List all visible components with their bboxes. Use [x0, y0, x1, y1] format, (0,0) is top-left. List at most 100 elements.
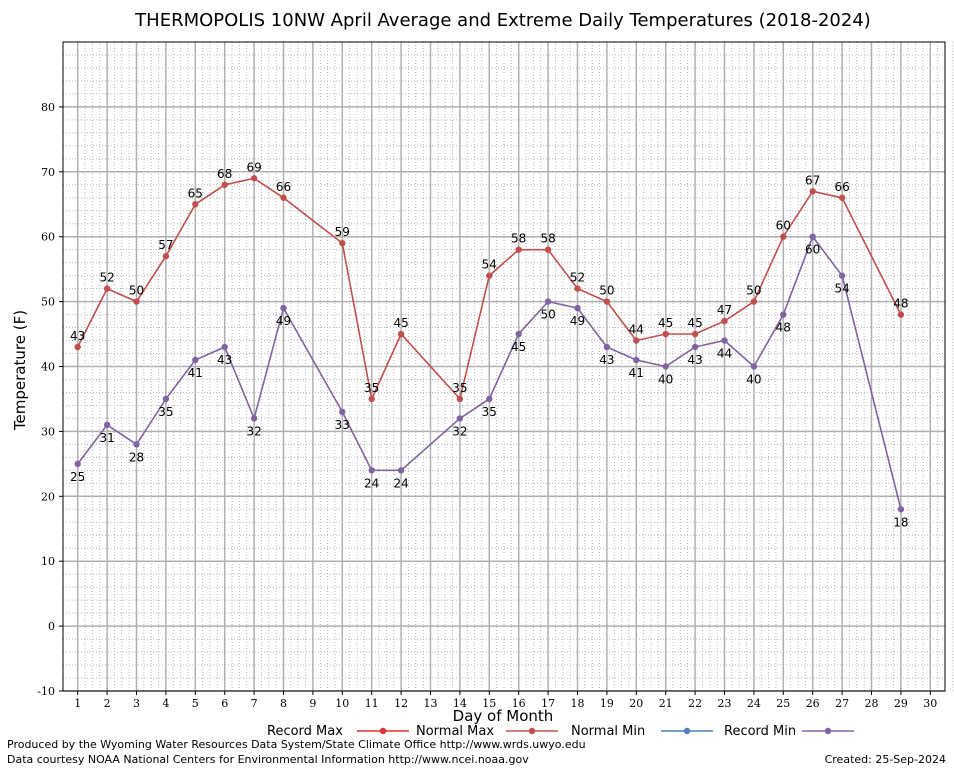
data-label-normal-max: 44	[629, 323, 644, 337]
x-tick-label: 25	[776, 697, 790, 710]
y-tick-label: 30	[41, 425, 55, 438]
data-point-normal-max	[250, 175, 258, 182]
data-label-normal-max: 57	[158, 238, 173, 252]
data-label-normal-max: 50	[129, 284, 144, 298]
x-tick-label: 11	[365, 697, 379, 710]
x-axis-label: Day of Month	[453, 707, 554, 725]
data-point-record-min	[162, 395, 170, 403]
data-point-normal-max	[339, 239, 346, 247]
data-point-normal-max	[397, 330, 405, 338]
data-point-normal-max	[368, 395, 375, 403]
data-label-normal-max: 52	[99, 271, 114, 285]
data-point-record-min	[809, 233, 816, 240]
data-label-normal-max: 66	[276, 180, 291, 194]
x-tick-label: 22	[688, 697, 702, 710]
data-point-normal-max	[221, 181, 228, 188]
data-label-record-min: 33	[335, 418, 350, 432]
data-point-record-min	[691, 343, 699, 351]
x-axis-ticks: 1 2 3 4 5 6 7 8 9 10 11 12 13 14 15 16 17 18 19 20 21 22 23 24 2…	[74, 691, 937, 710]
x-tick-label: 3	[133, 697, 140, 710]
data-point-normal-max	[133, 298, 140, 305]
data-point-record-min	[486, 395, 493, 403]
data-label-normal-max: 47	[717, 303, 732, 317]
major-grid	[63, 42, 945, 692]
data-point-record-min	[750, 363, 758, 370]
legend-label-record-max: Record Max	[267, 724, 343, 739]
x-tick-label: 9	[309, 697, 316, 710]
y-tick-label: 10	[41, 555, 55, 568]
data-point-normal-max	[809, 188, 816, 195]
data-point-normal-max	[633, 337, 640, 344]
data-point-record-min	[280, 304, 287, 312]
data-label-record-min: 49	[570, 314, 585, 328]
y-tick-label: -10	[37, 685, 55, 698]
data-point-record-min	[103, 421, 111, 429]
data-point-normal-max	[603, 298, 611, 305]
data-label-normal-max: 45	[687, 316, 702, 330]
x-tick-label: 23	[718, 697, 732, 710]
data-point-normal-max	[721, 317, 728, 325]
y-tick-label: 40	[41, 361, 55, 374]
data-label-normal-max: 60	[776, 219, 791, 233]
data-label-normal-max: 58	[540, 232, 555, 246]
data-label-record-min: 48	[776, 321, 791, 335]
data-label-normal-max: 67	[805, 173, 820, 187]
data-label-record-min: 28	[129, 450, 144, 464]
data-point-normal-max	[103, 285, 111, 292]
data-point-normal-max	[574, 285, 581, 292]
data-label-normal-max: 54	[482, 258, 497, 272]
data-label-record-min: 43	[687, 353, 702, 367]
y-tick-label: 0	[48, 620, 55, 633]
data-label-normal-max: 43	[70, 329, 85, 343]
x-tick-label: 16	[512, 697, 526, 710]
data-point-record-min	[74, 460, 81, 468]
data-point-normal-max	[691, 330, 699, 338]
data-point-normal-max	[838, 194, 846, 201]
data-label-record-min: 41	[188, 366, 203, 380]
x-tick-label: 1	[74, 697, 81, 710]
series-layer: 43 52 50 57 65 68 69 66 59 35 45 35 54 58 58 52 50 44 45 45…	[70, 160, 908, 529]
data-point-normal-max	[456, 395, 464, 403]
y-axis-label: Temperature (F)	[11, 310, 29, 431]
data-label-record-min: 18	[893, 515, 908, 529]
data-point-record-min	[897, 506, 905, 513]
x-tick-label: 4	[162, 697, 169, 710]
data-point-record-min	[456, 415, 464, 422]
x-tick-label: 8	[280, 697, 287, 710]
data-point-record-min	[133, 441, 140, 448]
y-tick-label: 60	[41, 231, 55, 244]
data-label-record-min: 24	[364, 476, 379, 490]
data-point-normal-max	[192, 201, 199, 208]
data-point-normal-max	[750, 298, 758, 305]
data-point-record-min	[221, 343, 228, 351]
data-label-record-min: 43	[599, 353, 614, 367]
x-tick-label: 13	[424, 697, 438, 710]
data-label-record-min: 32	[246, 424, 261, 438]
data-label-record-min: 49	[276, 314, 291, 328]
legend-item-normal-min: Normal Min	[571, 724, 713, 739]
data-label-record-min: 32	[452, 424, 467, 438]
series-normal-max: 43 52 50 57 65 68 69 66 59 35 45 35 54 58 58 52 50 44 45 45…	[70, 160, 909, 403]
legend-swatch-marker	[824, 727, 832, 735]
chart-title: THERMOPOLIS 10NW April Average and Extre…	[134, 10, 871, 31]
data-label-record-min: 50	[540, 308, 555, 322]
data-label-record-min: 54	[834, 282, 849, 296]
data-label-normal-max: 69	[246, 160, 261, 174]
x-tick-label: 6	[221, 697, 228, 710]
data-label-record-min: 25	[70, 470, 85, 484]
data-label-normal-max: 50	[599, 284, 614, 298]
data-point-record-min	[192, 356, 199, 364]
x-tick-label: 19	[600, 697, 614, 710]
y-tick-label: 70	[41, 166, 55, 179]
x-tick-label: 2	[104, 697, 111, 710]
data-label-normal-max: 35	[452, 381, 467, 395]
x-tick-label: 28	[865, 697, 879, 710]
x-tick-label: 24	[747, 697, 761, 710]
data-label-normal-max: 50	[746, 284, 761, 298]
legend-item-record-min: Record Min	[724, 724, 854, 739]
data-label-record-min: 24	[393, 476, 408, 490]
x-tick-label: 10	[335, 697, 349, 710]
x-tick-label: 14	[453, 697, 467, 710]
data-label-normal-max: 65	[188, 186, 203, 200]
